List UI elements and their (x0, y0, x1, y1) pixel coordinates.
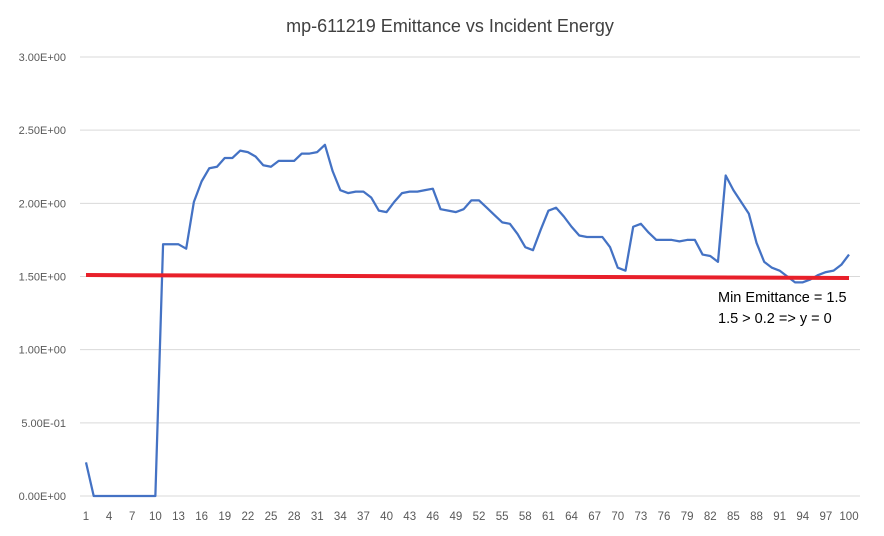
x-tick-label: 100 (839, 511, 858, 523)
threshold-line (85, 273, 850, 280)
x-tick-label: 55 (496, 511, 509, 523)
x-tick-label: 49 (450, 511, 463, 523)
x-tick-label: 67 (588, 511, 601, 523)
x-tick-label: 13 (172, 511, 185, 523)
y-tick-label: 5.00E-01 (21, 418, 66, 430)
x-tick-label: 73 (635, 511, 648, 523)
x-tick-label: 94 (796, 511, 809, 523)
y-tick-label: 2.50E+00 (19, 125, 66, 137)
x-tick-label: 7 (129, 511, 135, 523)
x-tick-label: 31 (311, 511, 324, 523)
annotation-min-emittance: Min Emittance = 1.5 (718, 290, 847, 306)
x-tick-label: 64 (565, 511, 578, 523)
x-tick-label: 52 (473, 511, 486, 523)
y-tick-label: 0.00E+00 (19, 491, 66, 503)
y-tick-label: 1.00E+00 (19, 345, 66, 357)
x-tick-label: 19 (218, 511, 231, 523)
x-tick-label: 61 (542, 511, 555, 523)
y-tick-label: 3.00E+00 (19, 52, 66, 64)
x-tick-label: 46 (426, 511, 439, 523)
x-tick-label: 34 (334, 511, 347, 523)
x-tick-label: 37 (357, 511, 370, 523)
x-tick-label: 4 (106, 511, 113, 523)
y-axis-tick-labels: 0.00E+00 5.00E-01 1.00E+00 1.50E+00 2.00E+00… (19, 52, 66, 503)
x-tick-label: 58 (519, 511, 532, 523)
x-tick-label: 79 (681, 511, 694, 523)
x-tick-label: 88 (750, 511, 763, 523)
x-tick-label: 76 (658, 511, 671, 523)
x-tick-label: 25 (265, 511, 278, 523)
x-tick-label: 28 (288, 511, 301, 523)
x-tick-label: 91 (773, 511, 786, 523)
y-tick-label: 1.50E+00 (19, 272, 66, 284)
x-tick-label: 10 (149, 511, 162, 523)
chart-title: mp-611219 Emittance vs Incident Energy (286, 16, 614, 36)
x-tick-label: 82 (704, 511, 717, 523)
x-tick-label: 85 (727, 511, 740, 523)
series-layer (84, 143, 850, 498)
x-tick-label: 16 (195, 511, 208, 523)
x-tick-label: 1 (83, 511, 89, 523)
x-tick-label: 40 (380, 511, 393, 523)
x-tick-label: 43 (403, 511, 416, 523)
annotation-threshold: 1.5 > 0.2 => y = 0 (718, 311, 832, 327)
x-axis-tick-labels: 1 4 7 10 13 16 19 22 25 28 31 34 37 40 43 46 49 52 55 58 61 6… (83, 511, 859, 523)
y-tick-label: 2.00E+00 (19, 198, 66, 210)
x-tick-label: 22 (241, 511, 254, 523)
x-tick-label: 70 (611, 511, 624, 523)
emittance-line (84, 143, 850, 498)
x-tick-label: 97 (819, 511, 832, 523)
